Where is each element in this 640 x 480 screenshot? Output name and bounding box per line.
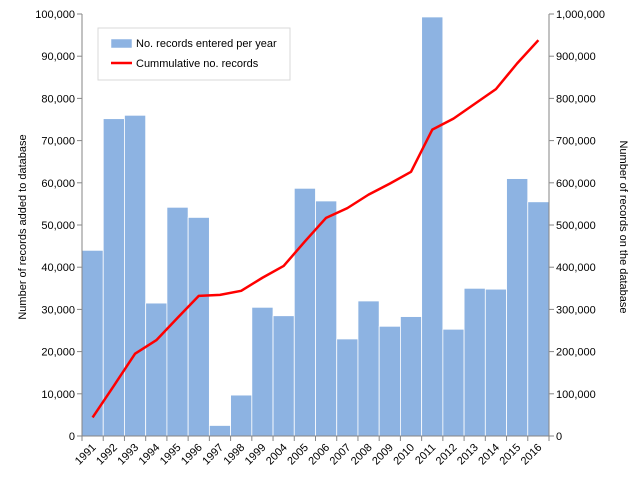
left-tick-label: 20,000 — [41, 347, 75, 359]
x-tick-label: 2008 — [349, 442, 375, 468]
left-tick-label: 0 — [69, 431, 75, 443]
bar-2005 — [293, 187, 316, 437]
bar-2009 — [378, 325, 401, 437]
bar-1995 — [166, 206, 189, 437]
left-tick-label: 10,000 — [41, 389, 75, 401]
left-tick-label: 70,000 — [41, 136, 75, 148]
right-tick-label: 100,000 — [556, 389, 596, 401]
right-tick-label: 900,000 — [556, 51, 596, 63]
left-tick-label: 30,000 — [41, 304, 75, 316]
legend: No. records entered per year Cummulative… — [97, 27, 291, 81]
left-axis-title: Number of records added to database — [17, 134, 29, 319]
right-tick-label: 200,000 — [556, 347, 596, 359]
x-tick-label: 1994 — [137, 442, 163, 468]
left-tick-label: 90,000 — [41, 51, 75, 63]
bars-layer — [81, 16, 550, 437]
bar-1999 — [251, 306, 274, 437]
bar-2004 — [272, 315, 295, 437]
x-tick-label: 2013 — [455, 442, 481, 468]
left-tick-label: 40,000 — [41, 262, 75, 274]
right-tick-label: 300,000 — [556, 304, 596, 316]
right-tick-label: 600,000 — [556, 178, 596, 190]
x-tick-label: 2005 — [285, 442, 311, 468]
bar-2013 — [463, 287, 486, 437]
x-tick-label: 1999 — [243, 442, 269, 468]
bar-1998 — [230, 394, 253, 437]
x-tick-label: 1997 — [200, 442, 226, 468]
left-tick-label: 80,000 — [41, 93, 75, 105]
right-tick-label: 500,000 — [556, 220, 596, 232]
legend-line-label: Cummulative no. records — [136, 58, 259, 70]
right-tick-label: 0 — [556, 431, 562, 443]
bar-1992 — [102, 118, 125, 437]
bar-2008 — [357, 300, 380, 437]
bar-1994 — [145, 302, 168, 437]
x-tick-label: 1992 — [94, 442, 120, 468]
legend-bar-label: No. records entered per year — [136, 38, 277, 50]
axes-layer — [77, 13, 554, 441]
x-tick-label: 2015 — [497, 442, 523, 468]
bar-2006 — [315, 200, 338, 437]
bar-2011 — [421, 16, 444, 437]
x-tick-label: 1991 — [73, 442, 99, 468]
cumulative-line — [91, 39, 540, 419]
legend-box — [97, 27, 291, 81]
x-tick-label: 1993 — [115, 442, 141, 468]
left-tick-label: 60,000 — [41, 178, 75, 190]
x-tick-label: 1996 — [179, 442, 205, 468]
x-tick-label: 2009 — [370, 442, 396, 468]
left-tick-label: 100,000 — [35, 9, 75, 21]
x-tick-label: 2012 — [434, 442, 460, 468]
bar-2016 — [527, 201, 550, 437]
x-tick-label: 2006 — [306, 442, 332, 468]
bar-2010 — [400, 316, 423, 437]
legend-bar-swatch — [110, 38, 133, 49]
left-tick-label: 50,000 — [41, 220, 75, 232]
x-tick-label: 2011 — [413, 442, 438, 467]
x-tick-label: 1995 — [158, 442, 184, 468]
x-tick-label: 2007 — [328, 442, 354, 468]
bar-1996 — [187, 216, 210, 437]
right-tick-label: 700,000 — [556, 136, 596, 148]
right-axis-title: Number of records on the database — [617, 140, 629, 313]
line-layer — [91, 39, 540, 419]
right-tick-label: 1,000,000 — [556, 9, 605, 21]
bar-1993 — [124, 114, 147, 437]
bar-2007 — [336, 338, 359, 437]
bar-2014 — [484, 288, 507, 437]
bar-1997 — [208, 425, 231, 437]
x-tick-label: 2016 — [519, 442, 545, 468]
bar-2012 — [442, 328, 465, 437]
right-tick-label: 800,000 — [556, 93, 596, 105]
x-tick-label: 2010 — [391, 442, 417, 468]
bar-2015 — [506, 178, 529, 437]
x-tick-label: 1998 — [222, 442, 248, 468]
x-tick-label: 2014 — [476, 442, 502, 468]
right-tick-label: 400,000 — [556, 262, 596, 274]
x-tick-label: 2004 — [264, 442, 290, 468]
